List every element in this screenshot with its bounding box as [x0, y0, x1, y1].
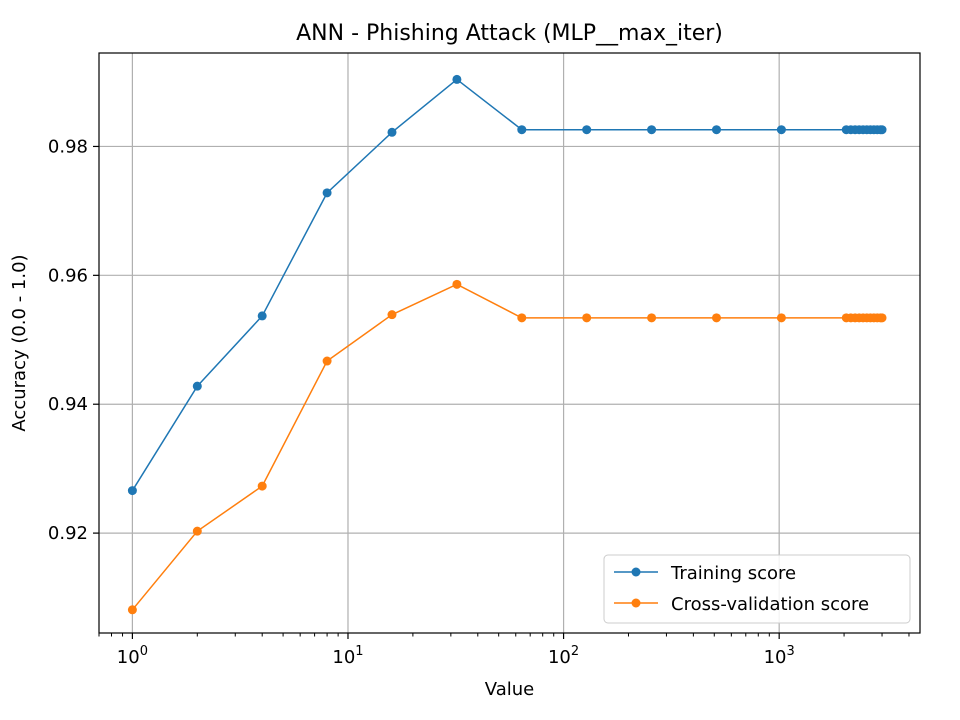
x-axis-label: Value	[485, 679, 534, 700]
training-point	[647, 125, 657, 135]
y-tick-label: 0.92	[48, 523, 88, 544]
cross-validation-point	[877, 313, 887, 323]
training-point	[517, 125, 527, 135]
x-tick-label: 100	[117, 644, 148, 668]
training-point	[322, 188, 332, 198]
legend-box	[603, 554, 911, 624]
cross-validation-point	[257, 481, 267, 491]
cross-validation-point	[452, 279, 462, 289]
grid	[99, 53, 920, 633]
training-point	[877, 125, 887, 135]
training-point	[711, 125, 721, 135]
x-tick-label: 101	[332, 644, 363, 668]
y-axis-label: Accuracy (0.0 - 1.0)	[9, 254, 30, 431]
y-tick-label: 0.94	[48, 394, 88, 415]
training-point	[127, 486, 137, 496]
legend-cv-marker	[631, 598, 641, 608]
chart-title: ANN - Phishing Attack (MLP__max_iter)	[296, 21, 723, 46]
training-point	[582, 125, 592, 135]
training-point	[387, 127, 397, 137]
cross-validation-point	[517, 313, 527, 323]
training-point	[776, 125, 786, 135]
cross-validation-point	[387, 310, 397, 320]
x-tick-label: 102	[548, 644, 579, 668]
y-tick-label: 0.98	[48, 136, 88, 157]
training-point	[452, 74, 462, 84]
series-layer	[127, 74, 887, 615]
y-tick-label: 0.96	[48, 265, 88, 286]
training-point	[192, 381, 202, 391]
cross-validation-point	[322, 356, 332, 366]
legend-cv-label: Cross-validation score	[671, 594, 869, 615]
cross-validation-point	[127, 605, 137, 615]
cross-validation-point	[582, 313, 592, 323]
ticks: 100 101 102 103 0.92 0.94 0.96 0.98	[48, 136, 910, 668]
cross-validation-point	[647, 313, 657, 323]
cross-validation-point	[711, 313, 721, 323]
cross-validation-point	[776, 313, 786, 323]
plot-frame	[98, 52, 921, 634]
legend-training-label: Training score	[670, 563, 796, 584]
cross-validation-point	[192, 526, 202, 536]
legend: Training score Cross-validation score	[603, 554, 911, 624]
legend-training-marker	[631, 567, 641, 577]
x-tick-label: 103	[764, 644, 795, 668]
training-point	[257, 311, 267, 321]
